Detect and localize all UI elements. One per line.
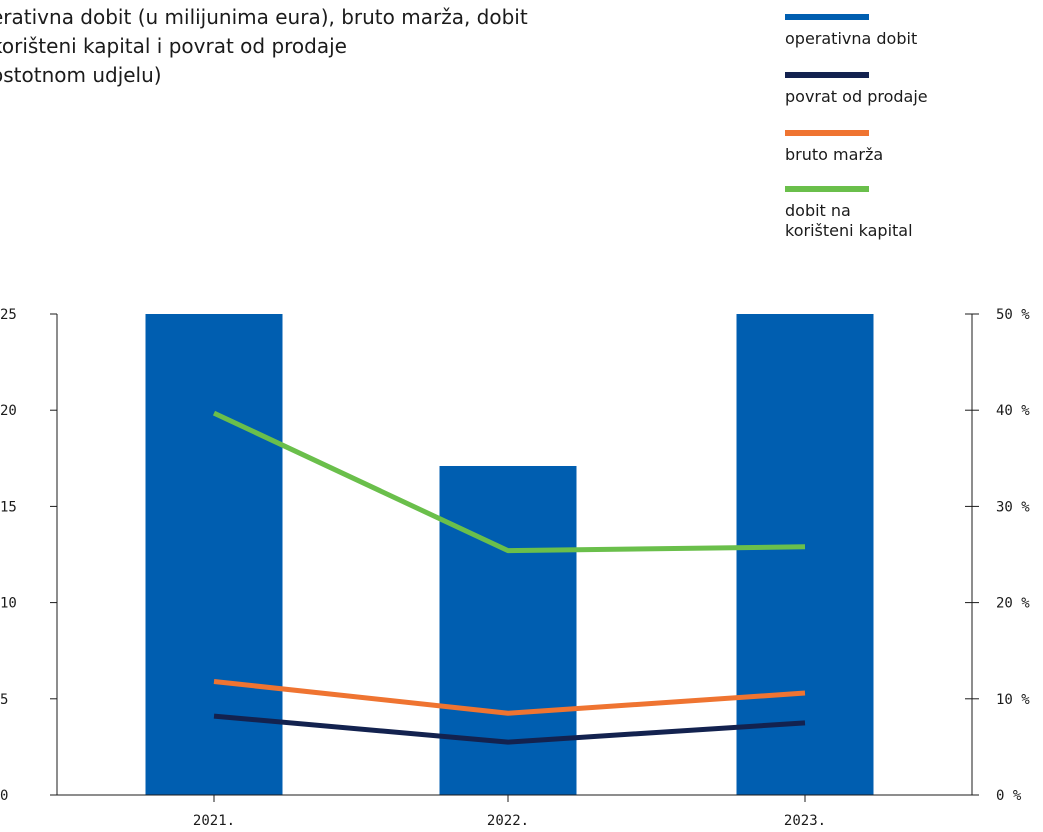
x-tick-label: 2021. (193, 813, 235, 829)
left-tick-label: 20 (0, 403, 17, 419)
right-tick-label: 20 % (996, 596, 1030, 612)
left-tick-label: 5 (0, 692, 8, 708)
bar-operativna-dobit-2 (439, 465, 577, 795)
left-tick-label: 10 (0, 596, 17, 612)
legend-swatch-operativna-dobit (785, 14, 869, 20)
legend-item-bruto-marza: bruto marža (785, 130, 883, 165)
right-tick-label: 0 % (996, 788, 1022, 804)
legend-label-operativna-dobit: operativna dobit (785, 29, 918, 48)
legend-label-bruto-marza: bruto marža (785, 145, 884, 164)
bar-operativna-dobit-1 (145, 314, 283, 795)
legend-item-dobit-na-koristeni-kapital: dobit na korišteni kapital (785, 186, 913, 241)
right-tick-label: 50 % (996, 307, 1030, 323)
legend-item-povrat-od-prodaje: povrat od prodaje (785, 72, 928, 107)
x-tick-label: 2023. (784, 813, 826, 829)
left-tick-label: 0 (0, 788, 8, 804)
legend-swatch-bruto-marza (785, 130, 869, 136)
legend-label-dobit-na-koristeni-kapital: dobit na korišteni kapital (785, 201, 913, 240)
series-line-bruto-marza (213, 678, 806, 716)
legend-swatch-dobit-na-koristeni-kapital (785, 186, 869, 192)
left-tick-label: 25 (0, 307, 17, 323)
bar-operativna-dobit-3 (736, 314, 874, 795)
right-tick-label: 10 % (996, 692, 1030, 708)
right-tick-label: 30 % (996, 499, 1030, 515)
x-tick-label: 2022. (487, 813, 529, 829)
left-tick-label: 15 (0, 499, 17, 515)
chart-title: erativna dobit (u milijunima eura), brut… (0, 5, 528, 87)
right-tick-label: 40 % (996, 403, 1030, 419)
legend-label-povrat-od-prodaje: povrat od prodaje (785, 87, 928, 106)
series-line-povrat-od-prodaje (213, 713, 806, 745)
legend-swatch-povrat-od-prodaje (785, 72, 869, 78)
series-line-dobit-na-koristeni-kapital (212, 410, 806, 554)
legend-item-operativna-dobit: operativna dobit (785, 14, 917, 49)
